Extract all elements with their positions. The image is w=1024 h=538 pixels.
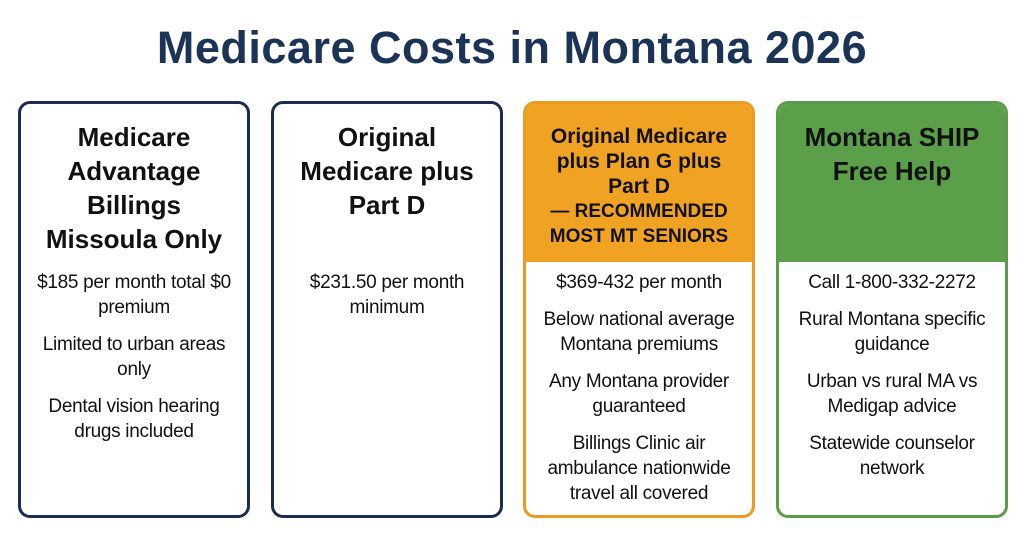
card-heading: Original Medicare plus Part D xyxy=(300,122,474,220)
card-item: $231.50 per month minimum xyxy=(309,272,465,318)
card-header: Original Medicare plus Part D xyxy=(274,104,500,262)
card-item: Billings Clinic air ambulance nationwide… xyxy=(547,433,731,504)
card-header: Medicare Advantage Billings Missoula Onl… xyxy=(21,104,247,262)
card-heading: Montana SHIP Free Help xyxy=(804,122,980,186)
card-item: Call 1-800-332-2272 xyxy=(808,272,976,293)
card: Montana SHIP Free Help Call 1-800-332-227… xyxy=(776,101,1008,518)
card-items: $369-432 per month Below national average… xyxy=(526,262,752,506)
card-items: $185 per month total $0 premium Limited t… xyxy=(21,262,247,444)
card-item: Rural Montana specific guidance xyxy=(798,309,986,355)
card-heading: Medicare Advantage Billings Missoula Onl… xyxy=(45,122,223,254)
card-items: Call 1-800-332-2272 Rural Montana specifi… xyxy=(779,262,1005,481)
card-item: Urban vs rural MA vs Medigap advice xyxy=(806,371,978,417)
card-item: Dental vision hearing drugs included xyxy=(48,396,220,442)
card-item: $369-432 per month xyxy=(556,272,722,293)
card-heading: Original Medicare plus Plan G plus Part … xyxy=(550,125,728,198)
card-item: Below national average Montana premiums xyxy=(543,309,735,355)
card-item: Statewide counselor network xyxy=(809,433,975,479)
card-header: Montana SHIP Free Help xyxy=(779,104,1005,262)
card-header: Original Medicare plus Plan G plus Part … xyxy=(526,104,752,262)
card-item: Any Montana provider guaranteed xyxy=(549,371,729,417)
card-item: Limited to urban areas only xyxy=(42,334,226,380)
title: Medicare Costs in Montana 2026 xyxy=(156,22,868,73)
card: Medicare Advantage Billings Missoula Onl… xyxy=(18,101,250,518)
card: Original Medicare plus Plan G plus Part … xyxy=(523,101,755,518)
card: Original Medicare plus Part D $231.50 per… xyxy=(271,101,503,518)
card-items: $231.50 per month minimum xyxy=(274,262,500,320)
card-item: $185 per month total $0 premium xyxy=(37,272,231,318)
card-note: — RECOMMENDED MOST MT SENIORS xyxy=(549,201,729,247)
